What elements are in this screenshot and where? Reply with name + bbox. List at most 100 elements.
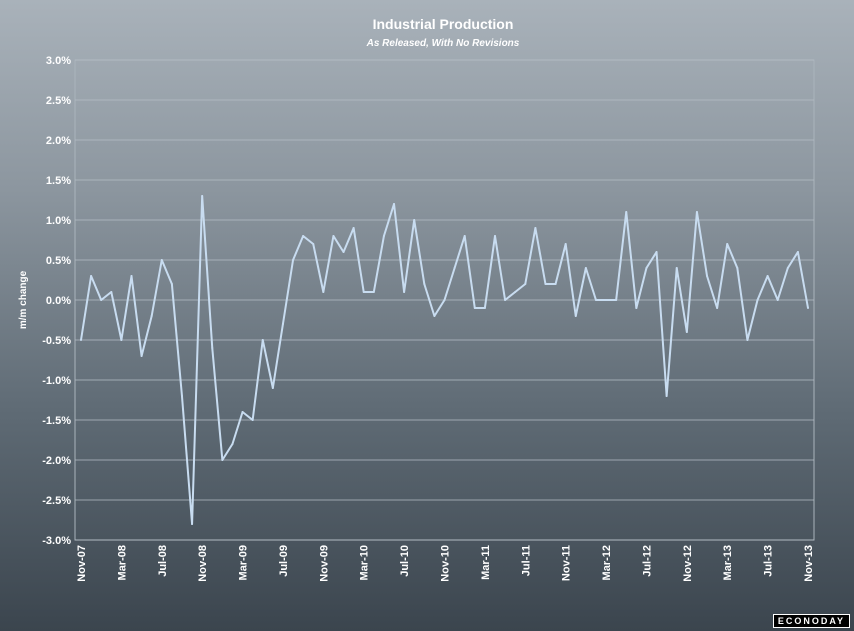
data-point <box>665 395 668 397</box>
data-point <box>746 339 749 341</box>
y-tick-label: 0.0% <box>46 295 71 307</box>
data-point <box>312 243 315 245</box>
data-point <box>372 291 375 293</box>
x-tick-label: Nov-08 <box>197 545 209 582</box>
data-point <box>544 283 547 285</box>
chart-title: Industrial Production <box>373 16 514 32</box>
data-point <box>150 315 153 317</box>
data-point <box>80 339 82 341</box>
data-point <box>645 267 648 269</box>
y-axis-label: m/m change <box>18 270 29 329</box>
y-tick-label: -2.0% <box>42 455 71 467</box>
data-point <box>221 459 224 461</box>
data-point <box>776 299 779 301</box>
data-point <box>695 211 698 213</box>
data-point <box>524 283 527 285</box>
data-point <box>352 227 355 229</box>
data-point <box>302 235 305 237</box>
x-tick-label: Mar-08 <box>116 545 128 580</box>
data-point <box>433 315 436 317</box>
data-point <box>130 275 133 277</box>
data-point <box>110 291 113 293</box>
y-tick-label: 2.0% <box>46 135 71 147</box>
series-line <box>80 195 809 525</box>
data-point <box>160 259 163 261</box>
y-tick-label: -1.5% <box>42 415 71 427</box>
data-point <box>564 243 567 245</box>
x-tick-label: Mar-11 <box>480 545 492 580</box>
data-point <box>483 307 486 309</box>
data-point <box>231 443 234 445</box>
x-tick-label: Jul-11 <box>520 545 532 576</box>
data-point <box>271 387 274 389</box>
y-tick-label: 1.5% <box>46 175 71 187</box>
data-point <box>403 291 406 293</box>
data-point <box>90 275 93 277</box>
y-tick-label: -0.5% <box>42 335 71 347</box>
y-tick-labels: 3.0% 2.5% 2.0% 1.5% 1.0% 0.5% 0.0% -0.5% -1.0% -1… <box>42 55 71 547</box>
data-point <box>736 267 739 269</box>
chart-subtitle: As Released, With No Revisions <box>366 38 520 49</box>
data-point <box>605 299 608 301</box>
data-point <box>322 291 325 293</box>
y-tick-label: 0.5% <box>46 255 71 267</box>
data-point <box>251 419 254 421</box>
data-point <box>655 251 658 253</box>
data-point <box>100 299 103 301</box>
x-tick-label: Jul-10 <box>399 545 411 577</box>
x-tick-label: Mar-10 <box>359 545 371 580</box>
data-point <box>574 315 577 317</box>
data-point <box>170 283 173 285</box>
x-tick-label: Mar-12 <box>601 545 613 580</box>
data-point <box>120 339 123 341</box>
x-tick-labels: Nov-07 Mar-08 Jul-08 Nov-08 Mar-09 Jul-09 Nov-… <box>76 545 815 582</box>
y-tick-label: -2.5% <box>42 495 71 507</box>
data-point <box>786 267 789 269</box>
x-tick-label: Mar-09 <box>238 545 250 580</box>
y-tick-label: 3.0% <box>46 55 71 67</box>
data-point <box>615 299 618 301</box>
x-tick-label: Jul-12 <box>641 545 653 577</box>
y-tick-label: 2.5% <box>46 95 71 107</box>
data-point <box>594 299 597 301</box>
x-tick-label: Nov-12 <box>682 545 694 582</box>
x-tick-label: Nov-11 <box>561 545 573 581</box>
data-point <box>473 307 476 309</box>
x-tick-label: Mar-13 <box>722 545 734 580</box>
data-point <box>756 299 759 301</box>
x-tick-label: Jul-09 <box>278 545 290 577</box>
data-point <box>796 251 799 253</box>
y-tick-label: 1.0% <box>46 215 71 227</box>
data-point <box>393 203 396 205</box>
x-tick-label: Nov-07 <box>76 545 88 582</box>
data-point <box>211 347 214 349</box>
grid-lines <box>74 59 815 541</box>
series-layer <box>80 195 809 525</box>
data-point <box>625 211 628 213</box>
y-tick-label: -3.0% <box>42 535 71 547</box>
data-point <box>716 307 719 309</box>
data-point <box>423 283 426 285</box>
x-tick-label: Jul-13 <box>763 545 775 577</box>
data-point <box>362 291 365 293</box>
data-point <box>685 331 688 333</box>
data-point <box>201 195 204 197</box>
y-tick-label: -1.0% <box>42 375 71 387</box>
data-point <box>493 235 496 237</box>
data-point <box>443 299 446 301</box>
data-point <box>453 267 456 269</box>
data-point <box>584 267 587 269</box>
data-point <box>241 411 244 413</box>
data-point <box>504 299 507 301</box>
data-point <box>180 395 183 397</box>
data-point <box>292 259 295 261</box>
data-point <box>191 523 194 525</box>
x-tick-label: Nov-09 <box>318 545 330 582</box>
data-point <box>635 307 638 309</box>
data-point <box>140 355 143 357</box>
x-tick-label: Jul-08 <box>157 545 169 577</box>
data-point <box>675 267 678 269</box>
data-point <box>413 219 416 221</box>
x-tick-label: Nov-13 <box>803 545 815 582</box>
